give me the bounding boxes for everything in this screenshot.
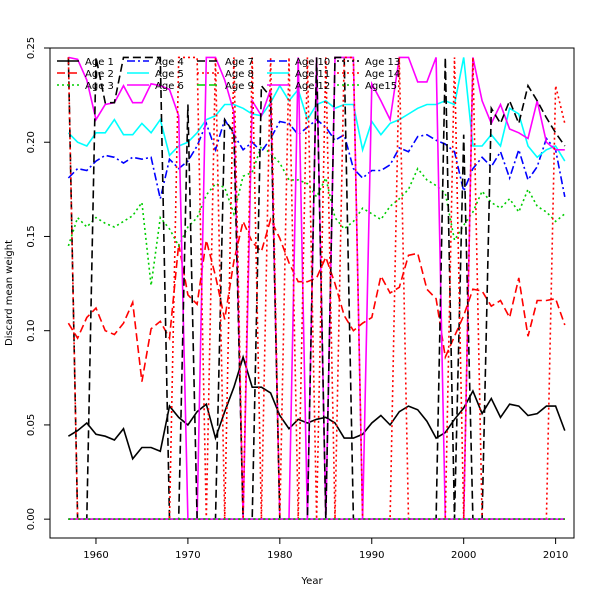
series-layer <box>67 56 566 521</box>
legend-label: Age 11 <box>295 69 330 80</box>
legend-label: Age 12 <box>295 81 330 92</box>
x-tick-label: 2000 <box>451 550 476 561</box>
x-tick-label: 1980 <box>267 550 292 561</box>
legend-label: Age 4 <box>155 57 184 68</box>
x-tick-label: 2010 <box>543 550 568 561</box>
x-tick-label: 1970 <box>175 550 200 561</box>
legend-label: Age 7 <box>225 57 254 68</box>
y-tick-label: 0.10 <box>26 320 37 342</box>
y-tick-label: 0.15 <box>26 225 37 247</box>
x-axis: 1960 1970 1980 1990 2000 2010 <box>83 538 568 561</box>
series-line-5 <box>67 57 566 162</box>
series-line-1 <box>67 354 566 461</box>
y-tick-label: 0.25 <box>26 37 37 59</box>
series-line-2 <box>67 217 566 382</box>
y-axis-label: Discard mean weight <box>4 240 15 346</box>
legend-label: Age 9 <box>225 81 254 92</box>
legend-label: Age 5 <box>155 69 184 80</box>
x-tick-label: 1960 <box>83 550 108 561</box>
legend-label: Age 8 <box>225 69 254 80</box>
legend-label: Age 2 <box>85 69 114 80</box>
x-tick-label: 1990 <box>359 550 384 561</box>
y-tick-label: 0.00 <box>26 508 37 530</box>
legend-label: Age 3 <box>85 81 114 92</box>
y-tick-label: 0.20 <box>26 131 37 153</box>
legend-label: Age15 <box>365 81 397 92</box>
y-tick-label: 0.05 <box>26 414 37 436</box>
legend-label: Age 14 <box>365 69 400 80</box>
legend-label: Age 13 <box>365 57 400 68</box>
legend-label: Age 10 <box>295 57 330 68</box>
plot-area-frame <box>49 47 575 539</box>
legend-label: Age 1 <box>85 57 114 68</box>
legend-label: Age 6 <box>155 81 184 92</box>
x-axis-label: Year <box>300 576 323 587</box>
y-axis: 0.00 0.05 0.10 0.15 0.20 0.25 <box>26 37 50 530</box>
series-line-4 <box>67 117 566 199</box>
